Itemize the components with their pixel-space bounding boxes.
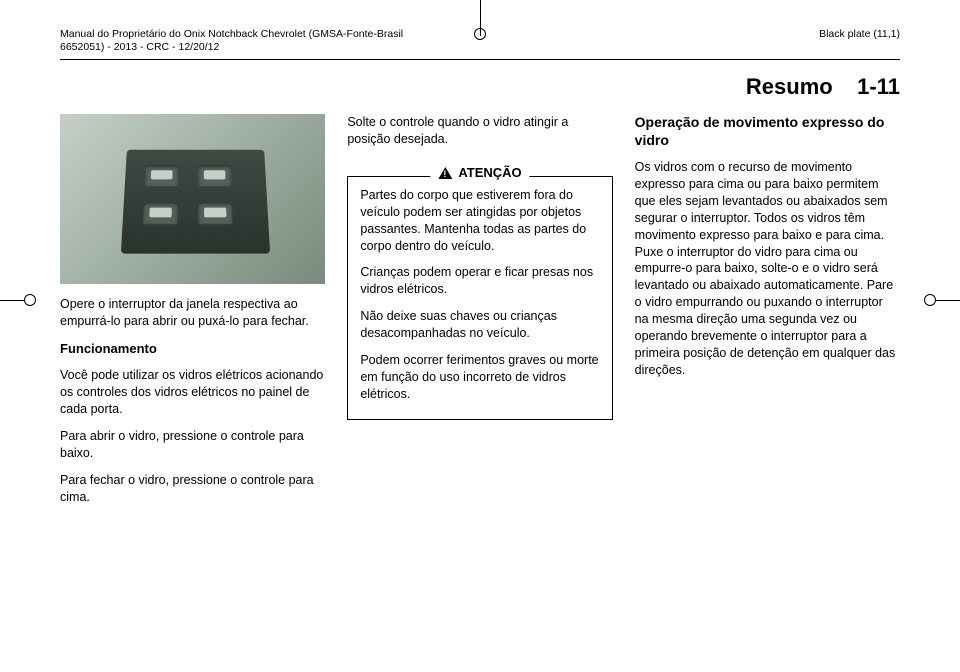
body-text: Opere o interruptor da janela respectiva… xyxy=(60,296,325,330)
body-text: Para abrir o vidro, pressione o controle… xyxy=(60,428,325,462)
column-3: Operação de movimento expresso do vidro … xyxy=(635,114,900,515)
warning-label: ATENÇÃO xyxy=(430,164,529,182)
header-title: Manual do Proprietário do Onix Notchback… xyxy=(60,28,403,41)
subheading: Operação de movimento expresso do vidro xyxy=(635,114,900,149)
warning-box: ATENÇÃO Partes do corpo que estiverem fo… xyxy=(347,176,612,420)
warning-text: Podem ocorrer ferimentos graves ou morte… xyxy=(360,352,599,403)
crop-mark xyxy=(474,28,486,40)
body-text: Para fechar o vidro, pressione o control… xyxy=(60,472,325,506)
crop-mark xyxy=(936,300,960,301)
body-text: Solte o controle quando o vidro atingir … xyxy=(347,114,612,148)
page: Manual do Proprietário do Onix Notchback… xyxy=(0,0,960,672)
window-switch-figure xyxy=(60,114,325,284)
body-text: Você pode utilizar os vidros elétricos a… xyxy=(60,367,325,418)
divider xyxy=(60,59,900,60)
window-switch-icon xyxy=(198,165,232,185)
header-left: Manual do Proprietário do Onix Notchback… xyxy=(60,28,403,53)
warning-text: Partes do corpo que estiverem fora do ve… xyxy=(360,187,599,255)
section-label: Resumo xyxy=(746,74,833,99)
window-switch-icon xyxy=(198,201,233,222)
crop-mark xyxy=(0,300,24,301)
window-switch-icon xyxy=(144,165,178,185)
warning-triangle-icon xyxy=(438,167,452,179)
crop-mark xyxy=(24,294,36,306)
header-right: Black plate (11,1) xyxy=(819,28,900,53)
switch-panel xyxy=(121,150,271,254)
window-switch-icon xyxy=(143,201,178,222)
column-1: Opere o interruptor da janela respectiva… xyxy=(60,114,325,515)
crop-mark xyxy=(924,294,936,306)
column-2: Solte o controle quando o vidro atingir … xyxy=(347,114,612,515)
warning-text: Crianças podem operar e ficar presas nos… xyxy=(360,264,599,298)
body-text: Os vidros com o recurso de movimento exp… xyxy=(635,159,900,378)
content-columns: Opere o interruptor da janela respectiva… xyxy=(60,114,900,515)
subheading: Funcionamento xyxy=(60,340,325,358)
header-subtitle: 6652051) - 2013 - CRC - 12/20/12 xyxy=(60,41,403,54)
warning-label-text: ATENÇÃO xyxy=(458,164,521,182)
warning-text: Não deixe suas chaves ou crianças desaco… xyxy=(360,308,599,342)
section-heading: Resumo 1-11 xyxy=(60,74,900,100)
section-page: 1-11 xyxy=(857,74,900,99)
